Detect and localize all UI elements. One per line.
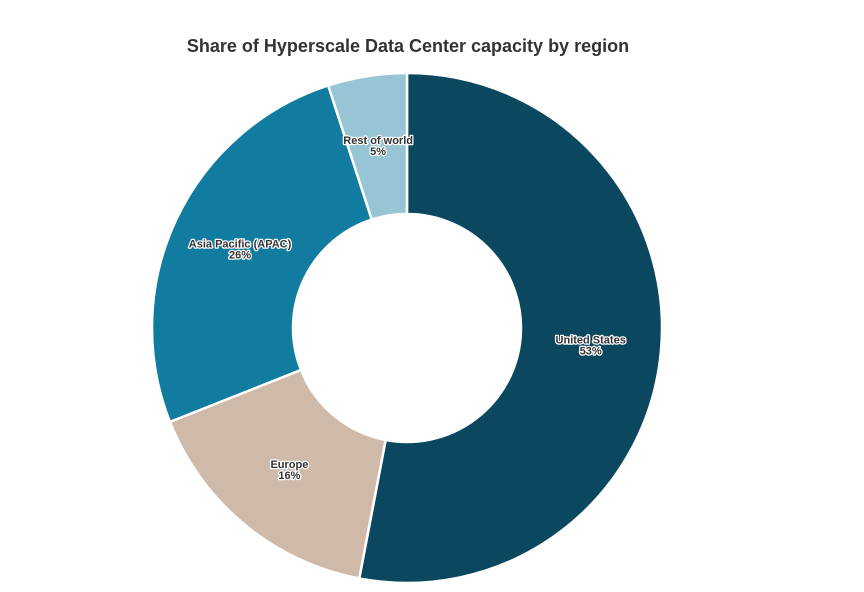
slice-label-name: United States — [556, 334, 626, 346]
slice-label-name: Asia Pacific (APAC) — [189, 238, 292, 250]
chart-title: Share of Hyperscale Data Center capacity… — [186, 36, 630, 56]
slice-label-rest-of-world: Rest of world 5% — [343, 135, 413, 158]
slice-united-states[interactable] — [357, 71, 664, 585]
slice-rest-of-world[interactable] — [326, 71, 409, 222]
slice-label-value: 53% — [580, 345, 602, 357]
slice-label-name: Rest of world — [343, 135, 413, 147]
slice-label-value: 5% — [370, 146, 386, 158]
slice-label-value: 26% — [229, 249, 251, 261]
slice-labels: United States 53% Europe 16% Asia Pacific (A… — [188, 134, 628, 484]
slice-europe[interactable] — [168, 368, 388, 580]
slice-asia-pacific-apac[interactable] — [150, 83, 374, 424]
donut-slices — [150, 71, 664, 585]
slice-label-europe: Europe 16% — [270, 459, 308, 482]
slice-label-value: 16% — [278, 470, 300, 482]
slice-label-name: Europe — [270, 459, 308, 471]
slice-label-united-states: United States 53% — [556, 334, 626, 357]
slice-label-asia-pacific-apac: Asia Pacific (APAC) 26% — [189, 238, 292, 261]
